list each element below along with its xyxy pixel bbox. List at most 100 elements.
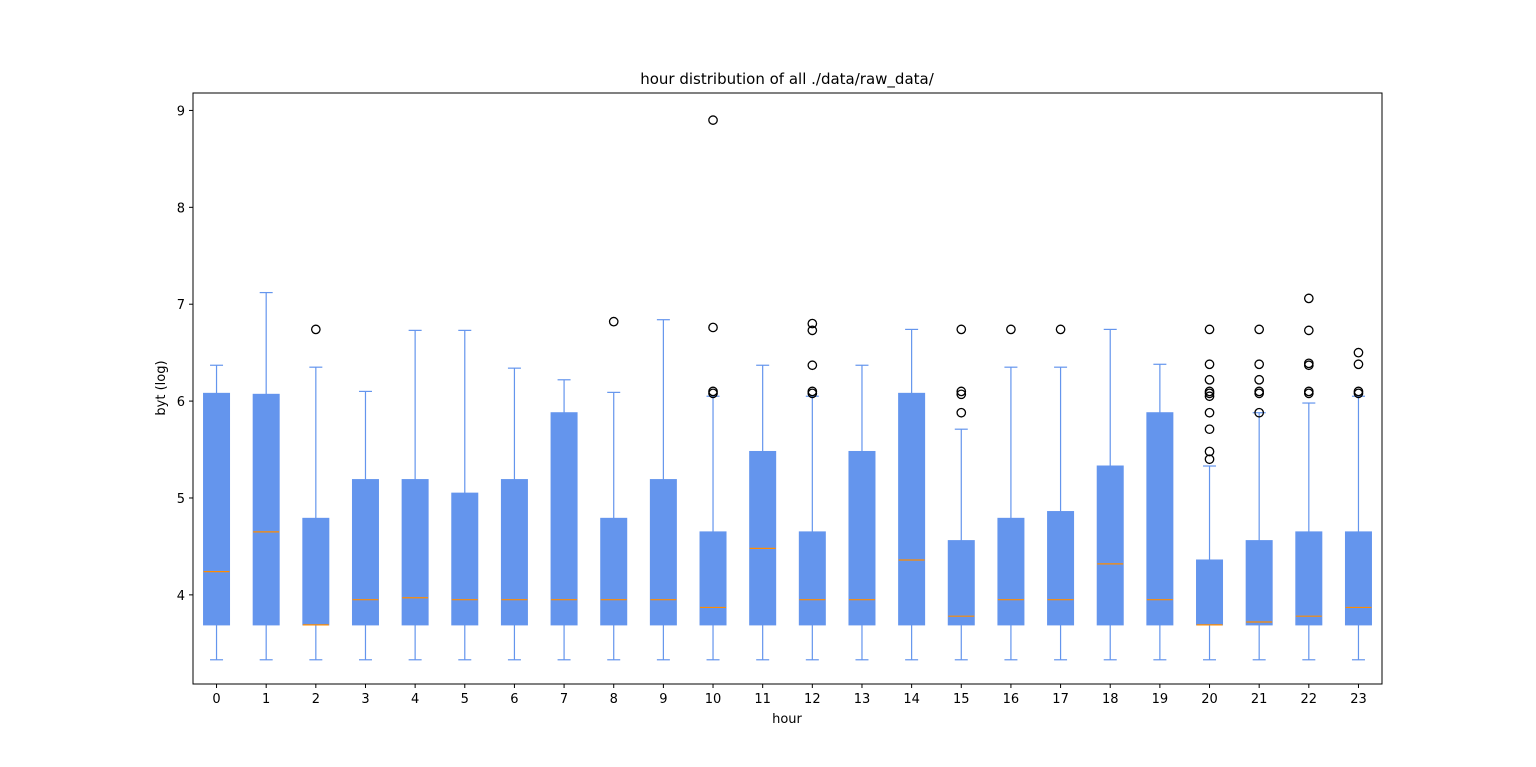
iqr-box [1245,540,1273,626]
iqr-box [252,393,280,626]
box-hour-16 [997,324,1025,661]
box-hour-1 [252,291,280,661]
x-tick-label: 23 [1350,692,1367,707]
iqr-box [798,531,826,626]
iqr-box [1295,531,1323,626]
box-hour-6 [500,367,528,661]
x-tick-label: 12 [804,692,821,707]
iqr-box [600,517,628,626]
x-tick-label: 22 [1301,692,1318,707]
outlier-point [1055,324,1066,335]
box-hour-13 [848,364,876,661]
outlier-point [956,389,967,400]
x-tick-label: 9 [659,692,667,707]
outlier-point [1204,391,1215,402]
outlier-point [956,386,967,397]
iqr-box [947,540,975,626]
iqr-box [550,412,578,626]
y-axis-label: byt (log) [154,360,169,415]
x-tick-label: 7 [560,692,568,707]
iqr-box [649,479,677,626]
outlier-point [807,325,818,336]
outlier-point [1254,324,1265,335]
box-hour-2 [302,324,330,661]
iqr-box [1047,511,1075,626]
x-tick-label: 2 [312,692,320,707]
iqr-box [1344,531,1372,626]
x-tick-label: 15 [953,692,970,707]
x-tick-label: 3 [361,692,369,707]
y-tick-label: 6 [177,395,185,410]
x-tick-label: 19 [1152,692,1169,707]
outlier-point [1204,424,1215,435]
box-hour-23 [1344,347,1372,661]
box-hour-15 [947,324,975,661]
box-hour-14 [898,328,926,661]
outlier-point [1353,347,1364,358]
iqr-box [500,479,528,626]
chart-title: hour distribution of all ./data/raw_data… [640,70,934,89]
outlier-point [1254,388,1265,399]
iqr-box [401,479,429,626]
iqr-box [848,450,876,626]
outlier-point [1204,386,1215,397]
box-hour-9 [649,319,677,661]
x-tick-label: 17 [1052,692,1069,707]
box-hour-20 [1196,324,1224,661]
outlier-point [608,316,619,327]
iqr-box [699,531,727,626]
box-hour-4 [401,329,429,661]
box-hour-17 [1047,324,1075,661]
iqr-box [302,517,330,626]
x-tick-label: 16 [1003,692,1020,707]
outlier-point [1353,359,1364,370]
x-tick-label: 14 [903,692,920,707]
x-tick-label: 5 [461,692,469,707]
iqr-box [1146,412,1174,626]
box-hour-11 [749,364,777,661]
outlier-point [807,318,818,329]
x-axis-label: hour [772,712,802,727]
y-tick-label: 5 [177,492,185,507]
outlier-point [1204,407,1215,418]
outlier-point [1254,386,1265,397]
iqr-box [351,479,379,626]
iqr-box [203,392,231,626]
box-hour-22 [1295,293,1323,661]
box-hour-12 [798,318,826,661]
y-tick-label: 9 [177,104,185,119]
box-hour-8 [600,316,628,661]
plot-area-frame [192,92,1383,685]
x-tick-label: 10 [705,692,722,707]
outlier-point [310,324,321,335]
x-tick-label: 6 [510,692,518,707]
iqr-box [1096,465,1124,626]
box-hour-0 [203,364,231,661]
iqr-box [898,392,926,626]
y-tick-label: 8 [177,201,185,216]
outlier-point [708,386,718,397]
x-tick-label: 13 [854,692,871,707]
outlier-point [1303,386,1314,397]
outlier-point [956,324,967,335]
outlier-point [1353,386,1364,397]
box-hour-19 [1146,363,1174,661]
box-hour-10 [699,115,727,661]
outlier-point [1254,374,1265,385]
box-hour-5 [451,329,479,661]
outlier-point [1204,374,1215,385]
outlier-point [807,360,818,371]
outlier-point [1006,324,1016,335]
iqr-box [1196,559,1224,626]
y-axis: 4 5 6 7 8 9 [177,104,193,604]
y-tick-label: 7 [177,298,185,313]
outlier-point [1303,358,1314,369]
outlier-point [1303,388,1314,399]
outlier-point [1204,324,1215,335]
outlier-point [956,407,967,418]
box-hour-3 [351,390,379,661]
x-tick-label: 1 [262,692,270,707]
y-tick-label: 4 [177,589,185,604]
outlier-point [708,115,718,125]
